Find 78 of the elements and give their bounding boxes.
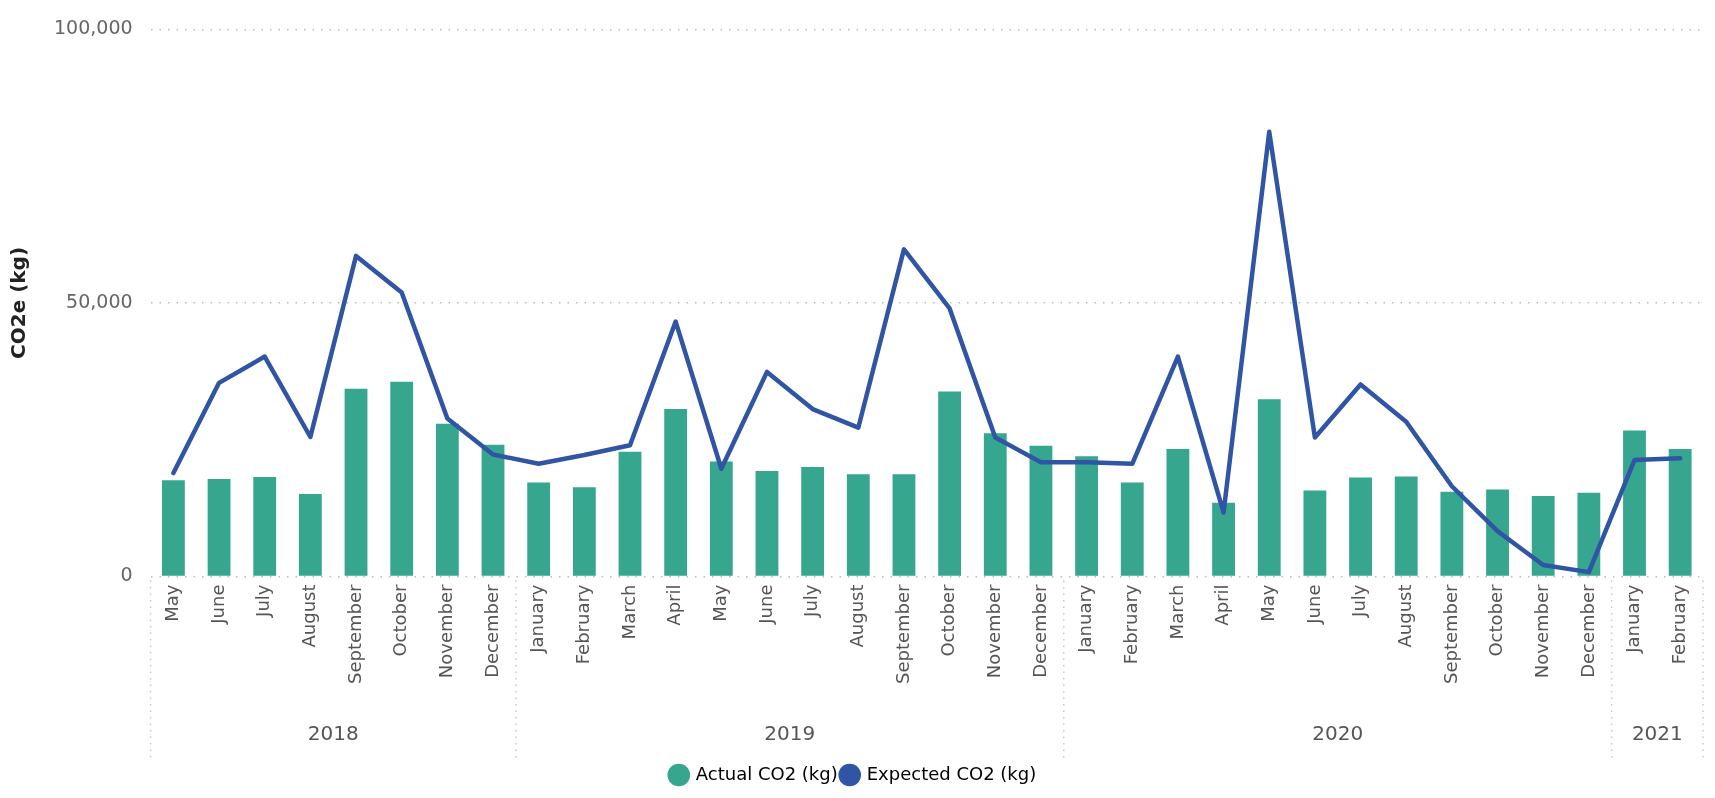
bar bbox=[618, 451, 642, 576]
bar bbox=[1303, 490, 1327, 576]
bar bbox=[1120, 482, 1144, 576]
text: 2021 bbox=[1631, 721, 1683, 746]
x-tick-label: February bbox=[1667, 584, 1689, 665]
x-tick-label: July bbox=[252, 584, 274, 618]
bar bbox=[983, 433, 1007, 576]
x-tick-label: May bbox=[708, 584, 730, 622]
x-tick-label: March bbox=[1165, 584, 1187, 640]
x-tick-label: April bbox=[663, 584, 685, 626]
bar bbox=[755, 470, 779, 576]
x-tick-label: December bbox=[1028, 583, 1050, 678]
x-tick-label: June bbox=[754, 584, 776, 625]
x-tick-label: February bbox=[1119, 584, 1141, 665]
bar bbox=[481, 444, 505, 576]
x-tick-label: September bbox=[891, 583, 913, 685]
y-tick-label: 50,000 bbox=[66, 289, 133, 312]
x-tick-label: October bbox=[389, 583, 411, 657]
x-tick-label: May bbox=[161, 584, 183, 622]
y-tick-label: 0 bbox=[120, 563, 133, 586]
bar bbox=[298, 493, 322, 576]
y-tick-label: 100,000 bbox=[53, 16, 133, 39]
x-tick-label: July bbox=[1348, 584, 1370, 618]
x-tick-label: December bbox=[480, 583, 502, 678]
bar bbox=[801, 467, 825, 576]
bar bbox=[435, 423, 459, 576]
bar bbox=[709, 461, 733, 576]
x-tick-label: February bbox=[572, 584, 594, 665]
x-tick-label: July bbox=[800, 584, 822, 618]
text: 2020 bbox=[1312, 721, 1364, 746]
x-tick-label: September bbox=[343, 583, 365, 685]
bar bbox=[1623, 430, 1646, 576]
bar bbox=[938, 391, 962, 576]
text: 2019 bbox=[764, 721, 816, 746]
x-tick-label: January bbox=[1074, 584, 1096, 654]
x-tick-label: October bbox=[937, 583, 959, 657]
bar bbox=[1349, 477, 1372, 576]
bar bbox=[846, 474, 870, 576]
x-tick-label: November bbox=[435, 583, 457, 679]
bar bbox=[161, 480, 185, 576]
x-tick-label: August bbox=[1393, 584, 1415, 648]
bar bbox=[1212, 502, 1235, 576]
bar bbox=[1257, 399, 1281, 576]
legend-label: Actual CO2 (kg) bbox=[695, 762, 838, 784]
x-tick-label: August bbox=[298, 584, 320, 648]
x-tick-label: March bbox=[617, 584, 639, 640]
bar bbox=[1486, 489, 1509, 576]
bar bbox=[1075, 456, 1099, 576]
bar bbox=[892, 474, 916, 576]
x-tick-label: January bbox=[526, 584, 548, 654]
x-tick-label: August bbox=[845, 584, 867, 648]
x-tick-label: April bbox=[1211, 584, 1233, 626]
x-tick-label: September bbox=[1439, 583, 1461, 685]
bar bbox=[664, 409, 688, 576]
bar bbox=[1668, 449, 1692, 576]
x-tick-label: June bbox=[206, 584, 228, 625]
x-tick-label: November bbox=[1530, 583, 1552, 679]
bar bbox=[1531, 496, 1555, 576]
bar bbox=[1577, 492, 1601, 576]
legend-label: Expected CO2 (kg) bbox=[866, 762, 1037, 784]
x-tick-label: January bbox=[1622, 584, 1644, 654]
bar bbox=[1166, 449, 1190, 576]
bar bbox=[1440, 491, 1464, 576]
bar bbox=[1029, 445, 1053, 576]
text: 2018 bbox=[307, 721, 359, 746]
x-tick-label: November bbox=[982, 583, 1004, 679]
x-tick-label: December bbox=[1576, 583, 1598, 678]
bar bbox=[207, 479, 231, 576]
bar bbox=[572, 487, 596, 576]
bar bbox=[253, 476, 277, 576]
bar bbox=[527, 482, 551, 576]
x-tick-label: May bbox=[1256, 584, 1278, 622]
x-tick-label: June bbox=[1302, 584, 1324, 625]
x-tick-label: October bbox=[1485, 583, 1507, 657]
y-axis-title: CO2e (kg) bbox=[6, 246, 31, 359]
bar bbox=[390, 381, 414, 576]
bar bbox=[1394, 476, 1418, 576]
bar bbox=[344, 388, 368, 576]
